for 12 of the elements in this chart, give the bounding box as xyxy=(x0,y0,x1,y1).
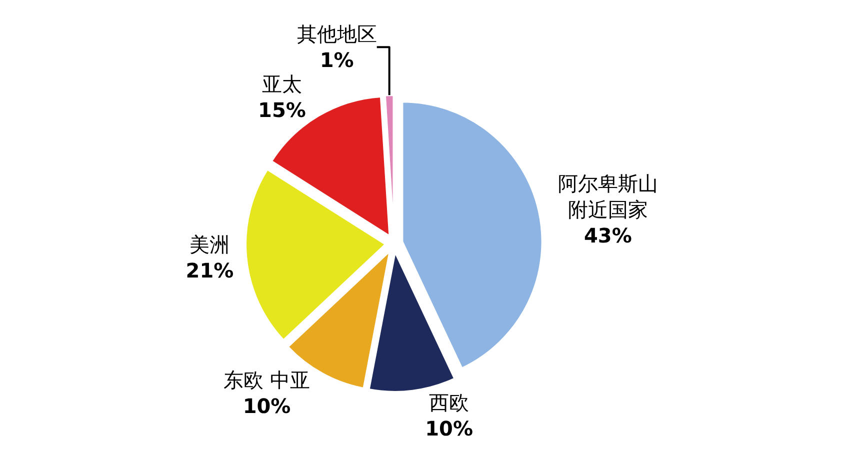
data-label: 10% xyxy=(242,394,291,418)
data-label: 15% xyxy=(258,98,306,122)
data-label: 10% xyxy=(425,416,473,440)
slice-label: 亚太 xyxy=(262,72,302,96)
slice-label: 其他地区 xyxy=(296,22,377,46)
slice-label: 阿尔卑斯山附近国家 xyxy=(558,171,658,222)
slice-label: 美洲 xyxy=(190,232,230,257)
data-label: 43% xyxy=(584,223,632,248)
slice-label: 西欧 xyxy=(429,390,470,414)
slice-label: 东欧 中亚 xyxy=(224,368,310,392)
data-label: 21% xyxy=(186,258,234,283)
data-label: 1% xyxy=(320,48,354,72)
